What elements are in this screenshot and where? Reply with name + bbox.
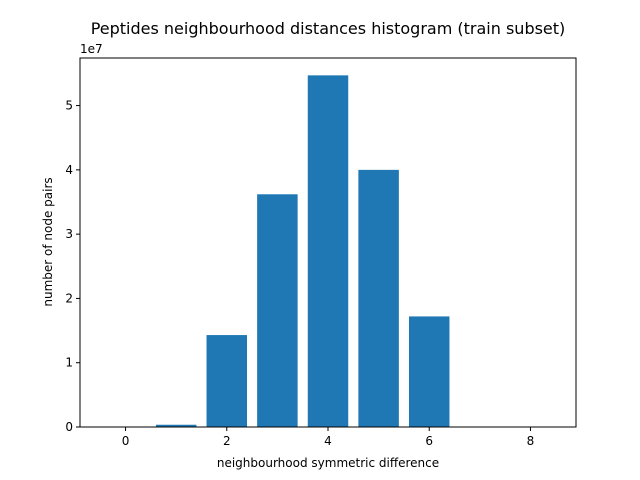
- y-tick-label: 4: [65, 163, 73, 177]
- y-ticks-group: 0 1 2 3 4 5: [65, 99, 80, 434]
- x-axis-label: neighbourhood symmetric difference: [217, 456, 439, 470]
- y-tick-label: 5: [65, 99, 73, 113]
- y-tick-label: 3: [65, 227, 73, 241]
- bar-4: [307, 75, 349, 427]
- x-tick-label: 4: [324, 434, 332, 448]
- x-ticks-group: 0 2 4 6 8: [122, 427, 535, 448]
- bar-5: [358, 169, 399, 427]
- x-tick-label: 8: [527, 434, 535, 448]
- y-tick-label: 0: [65, 420, 73, 434]
- x-tick-label: 0: [122, 434, 130, 448]
- bar-3: [257, 194, 298, 427]
- bar-6: [408, 316, 450, 427]
- y-axis-offset-label: 1e7: [80, 42, 103, 56]
- y-axis-label: number of node pairs: [41, 177, 55, 306]
- x-tick-label: 6: [425, 434, 433, 448]
- x-tick-label: 2: [223, 434, 231, 448]
- chart-title: Peptides neighbourhood distances histogr…: [91, 19, 566, 38]
- y-tick-label: 2: [65, 291, 73, 305]
- bar-1: [155, 424, 197, 427]
- y-tick-label: 1: [65, 356, 73, 370]
- bars-group: [105, 75, 450, 427]
- bar-2: [206, 335, 248, 427]
- plot-frame: [79, 57, 577, 428]
